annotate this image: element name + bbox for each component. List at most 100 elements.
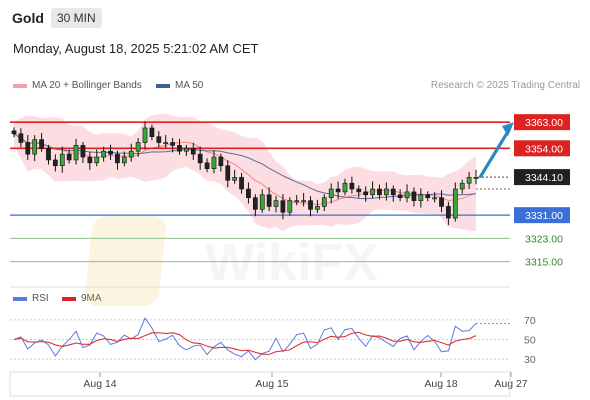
candle (383, 182, 389, 201)
ma9-label: 9MA (81, 293, 102, 304)
level-tag-label: 3354.00 (525, 143, 563, 155)
candle (80, 141, 86, 163)
bear-candle-body (280, 200, 286, 213)
bull-candle-body (452, 188, 458, 219)
bull-candle-body (163, 142, 169, 145)
level-tag-support: 3315.00 (525, 257, 563, 269)
candle (246, 182, 251, 204)
candle (73, 138, 79, 165)
bull-candle-body (321, 197, 327, 207)
candle (273, 196, 279, 213)
bear-candle-body (53, 159, 58, 167)
bull-candle-body (273, 200, 279, 207)
candle (363, 186, 369, 202)
candle (370, 181, 375, 199)
bull-candle-body (342, 182, 348, 193)
target-arrow-head (502, 122, 514, 137)
bear-candle-body (225, 165, 231, 181)
x-axis-box (9, 371, 511, 397)
bear-candle-body (266, 194, 272, 207)
candle (128, 143, 134, 162)
rsi-tick-label: 30 (524, 354, 536, 366)
bull-candle-body (259, 194, 265, 210)
watermark-text: WikiFX (205, 234, 378, 292)
legend-rsi: RSI (13, 293, 49, 304)
bear-candle-body (66, 153, 72, 161)
bear-candle-body (197, 153, 203, 164)
bear-candle-body (439, 197, 444, 207)
candle (425, 191, 431, 202)
bull-candle-body (370, 188, 375, 196)
ma9-line (13, 331, 477, 355)
bull-candle-body (135, 142, 141, 152)
candle (142, 121, 148, 150)
candle (184, 144, 189, 156)
chart-datetime: Monday, August 18, 2025 5:21:02 AM CET (13, 41, 259, 56)
timeframe-badge[interactable]: 30 MIN (51, 8, 102, 28)
candle (390, 185, 396, 202)
level-tag-label: 3323.00 (525, 233, 563, 245)
bull-candle-body (328, 188, 334, 199)
candle (218, 153, 224, 172)
candle (115, 150, 120, 170)
candle (232, 169, 238, 184)
bear-candle-body (335, 188, 341, 193)
ma9-swatch (62, 296, 76, 301)
bull-candle-body (211, 156, 217, 169)
level-tag-bg (514, 207, 570, 224)
candle (11, 127, 17, 138)
candle (301, 193, 306, 207)
x-tick-label: Aug 18 (424, 378, 457, 390)
bear-candle-body (397, 194, 403, 199)
candle (349, 176, 355, 194)
candle (101, 146, 107, 162)
candle (204, 158, 210, 173)
bull-candle-body (142, 127, 148, 143)
chart-header: Gold 30 MIN (0, 0, 590, 38)
rsi-tick-label: 50 (524, 335, 536, 347)
bull-candle-body (232, 177, 238, 181)
candle (294, 195, 300, 206)
bull-candle-body (418, 194, 424, 201)
bull-candle-body (121, 156, 127, 164)
rsi-tick-label: 70 (524, 315, 536, 327)
bear-candle-body (46, 148, 51, 161)
bear-candle-body (11, 130, 17, 135)
candle (39, 133, 44, 152)
bull-candle-body (432, 197, 437, 200)
research-credit: Research © 2025 Trading Central (430, 80, 580, 91)
legend-ma9: 9MA (62, 293, 102, 304)
candle (156, 131, 162, 148)
candle (446, 201, 451, 226)
candle (46, 144, 51, 165)
candle (287, 197, 293, 216)
bear-candle-body (18, 133, 24, 143)
candle (432, 192, 437, 203)
bear-candle-body (246, 188, 251, 199)
x-tick-label: Aug 14 (83, 378, 116, 390)
bear-candle-body (149, 127, 155, 137)
candle (404, 184, 410, 203)
bull-candle-body (404, 191, 410, 199)
bull-candle-body (59, 153, 65, 167)
candle (211, 150, 217, 174)
candle (328, 183, 334, 204)
bull-candle-body (287, 200, 293, 213)
bear-candle-body (177, 145, 182, 152)
candle (266, 187, 272, 212)
level-tag-label: 3331.00 (525, 210, 563, 222)
candle (452, 182, 458, 222)
bull-candle-body (466, 177, 472, 184)
level-tag-label: 3363.00 (525, 117, 563, 129)
target-arrow-shaft (478, 127, 512, 179)
rsi-swatch (13, 296, 27, 301)
bear-candle-body (239, 177, 244, 190)
candle (308, 196, 313, 217)
candle (66, 149, 72, 164)
bear-candle-body (108, 150, 113, 155)
bear-candle-body (377, 188, 382, 196)
bull-candle-body (73, 145, 79, 161)
level-tag-label: 3315.00 (525, 257, 563, 269)
ma50-label: MA 50 (175, 80, 204, 91)
